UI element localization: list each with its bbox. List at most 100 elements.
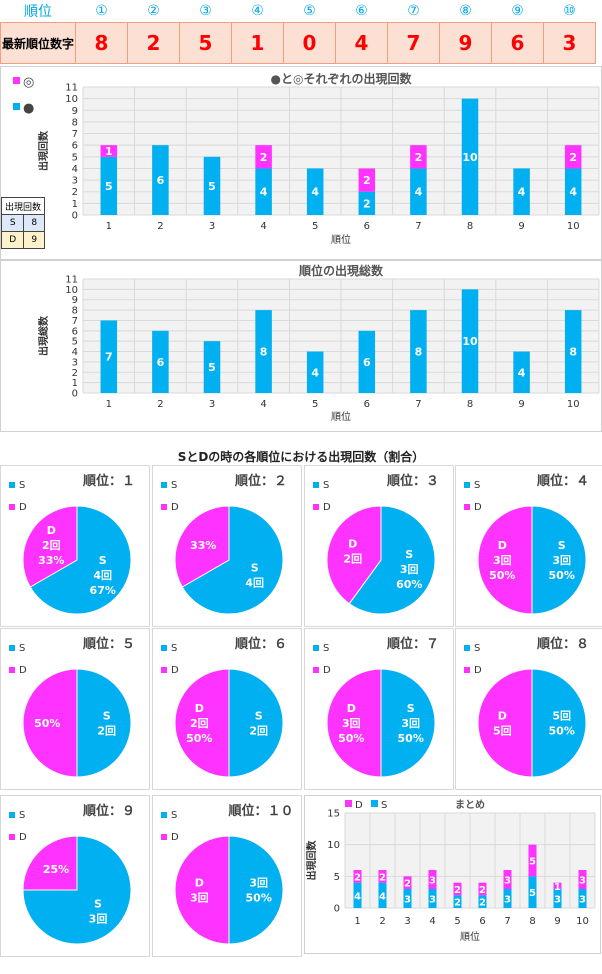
pie-title: 順位：４	[536, 474, 589, 489]
pies-title: SとDの時の各順位における出現回数（割合）	[177, 450, 425, 464]
pie-slice	[348, 505, 436, 615]
pie-slice-label: 50%	[338, 732, 364, 745]
legend-label: S	[474, 643, 481, 654]
latest-digit: 5	[179, 22, 232, 64]
y-tick-label: 5	[72, 337, 78, 348]
bar	[152, 145, 169, 215]
bar-value-label: 4	[415, 186, 423, 199]
bar-value-label: 4	[379, 891, 386, 902]
pie-slice-label: 2回	[97, 724, 116, 738]
latest-digit: 3	[543, 22, 596, 64]
pie-legend-item: D	[161, 665, 179, 676]
pie-svg: S3回 25%	[22, 835, 132, 945]
y-tick-label: 4	[72, 347, 78, 358]
bar-value-label: 3	[504, 895, 511, 906]
bar	[353, 870, 362, 883]
bar-value-label: 2	[404, 879, 411, 890]
pie-slice-label: S	[405, 548, 413, 561]
y-tick-label: 6	[72, 326, 78, 337]
bar	[478, 895, 487, 908]
pie-slice	[228, 668, 284, 778]
legend-swatch	[161, 504, 167, 510]
bar	[353, 882, 362, 908]
legend-swatch	[313, 667, 319, 673]
x-tick-label: 2	[157, 399, 163, 410]
x-tick-label: 3	[209, 399, 215, 410]
y-tick-label: 11	[65, 83, 78, 94]
rank-header: ⑨	[511, 3, 524, 19]
legend-label: D	[323, 665, 331, 676]
bar	[410, 168, 427, 215]
pie-slice	[22, 668, 78, 778]
legend-swatch	[313, 482, 319, 488]
pie-slice-label: 33%	[190, 539, 216, 552]
pie-slice-label: 5回	[552, 709, 571, 723]
bar	[513, 168, 530, 215]
pie-slice	[477, 505, 533, 615]
legend-swatch	[161, 834, 167, 840]
pie-legend-item: D	[9, 665, 27, 676]
legend-swatch	[464, 482, 470, 488]
legend-swatch	[345, 800, 352, 807]
pie-legend-item: S	[313, 643, 329, 654]
x-tick-label: 1	[106, 221, 112, 232]
pie-title: 順位：１０	[228, 804, 294, 819]
latest-digit: 0	[283, 22, 336, 64]
rank-header: ⑧	[459, 3, 472, 19]
x-tick-label: 6	[364, 221, 370, 232]
x-axis-label: 順位	[460, 930, 480, 943]
x-tick-label: 2	[379, 916, 385, 927]
bar-value-label: 4	[311, 186, 319, 199]
y-tick-label: 3	[72, 357, 78, 368]
legend-label: S	[19, 810, 26, 821]
bar	[453, 882, 462, 896]
pie-slice	[76, 668, 132, 778]
legend-swatch	[13, 77, 20, 84]
y-tick-label: 0	[334, 904, 340, 915]
legend-swatch	[161, 667, 167, 673]
pie-legend-item: S	[161, 810, 177, 821]
bar	[578, 889, 587, 908]
pie-slice-label: 2回	[190, 716, 209, 730]
legend-label: S	[474, 480, 481, 491]
bar	[428, 889, 437, 908]
y-tick-label: 2	[72, 368, 78, 379]
pie-slice-label: 2回	[343, 551, 362, 565]
y-tick-label: 1	[72, 199, 78, 210]
x-tick-label: 1	[106, 399, 112, 410]
bar-value-label: 2	[379, 872, 386, 883]
rank-header: ④	[251, 3, 264, 19]
pie-legend-item: D	[464, 665, 482, 676]
count-value: 8	[23, 214, 46, 232]
y-axis-label: 出現回数	[305, 840, 318, 881]
bar	[100, 320, 118, 393]
pie-legend-item: S	[9, 810, 25, 821]
pie-slice-label: S	[558, 539, 566, 552]
pie-slice-label: 60%	[396, 578, 422, 591]
pie-slice-label: S	[255, 710, 263, 723]
pie-slice-label: 25%	[43, 863, 69, 876]
bar	[358, 168, 376, 192]
bar-value-label: 4	[518, 366, 526, 379]
pie-svg: S4回 33%	[174, 505, 284, 615]
pie-legend-item: D	[9, 502, 27, 513]
bar	[255, 145, 272, 169]
legend-label: D	[19, 665, 27, 676]
pie-legend-item: D	[9, 832, 27, 843]
rank-header: ③	[199, 3, 212, 19]
pie-legend-item: S	[313, 480, 329, 491]
pie-slice-label: 50%	[549, 725, 575, 738]
latest-digit: 7	[387, 22, 440, 64]
chart-total-panel: 0 1 2 3 4 5 6 7 8 9 10 11 順位の出現総数 1 2 3 4 5 6 7 8 9 10 順位 出現総数 7 6…	[0, 260, 602, 432]
chart-title: 順位の出現総数	[298, 263, 384, 278]
bar	[152, 330, 169, 393]
bar-value-label: 10	[462, 335, 478, 348]
legend-label: S	[19, 643, 26, 654]
pie-slice-label: 3回	[249, 876, 268, 890]
legend-label: D	[474, 502, 482, 513]
